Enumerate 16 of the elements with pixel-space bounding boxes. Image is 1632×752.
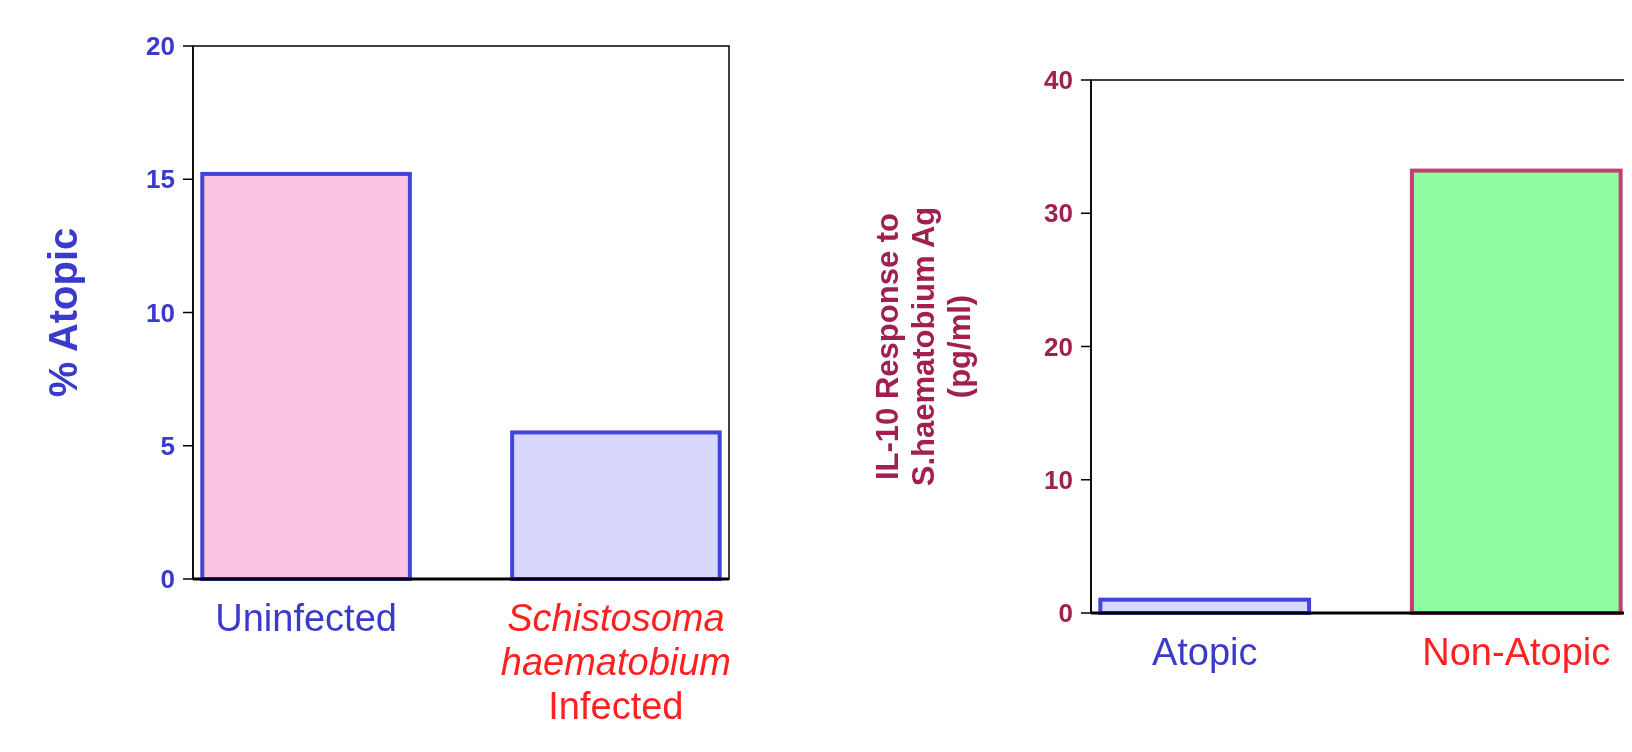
y-tick-label: 10 (1044, 464, 1073, 495)
y-tick-label: 10 (146, 297, 175, 328)
y-tick-label: 20 (1044, 331, 1073, 362)
y-tick-label: 20 (146, 31, 175, 62)
y-tick-label: 0 (160, 564, 175, 595)
x-tick-label: Uninfected (215, 597, 397, 639)
x-tick-label: Atopic (1151, 631, 1258, 673)
y-tick-label: 15 (146, 164, 175, 195)
y-tick-label: 0 (1058, 598, 1073, 629)
x-tick-label: Non-Atopic (1422, 631, 1611, 673)
y-axis-title: IL-10 Response to S.haematobium Ag (pg/ml) (870, 206, 977, 487)
y-tick-label: 30 (1044, 198, 1073, 229)
y-axis-title: % Atopic (41, 227, 85, 398)
y-tick-label: 40 (1044, 65, 1073, 96)
x-tick-label: Schistosoma haematobium Infected (500, 597, 732, 727)
y-tick-label: 5 (160, 430, 175, 461)
